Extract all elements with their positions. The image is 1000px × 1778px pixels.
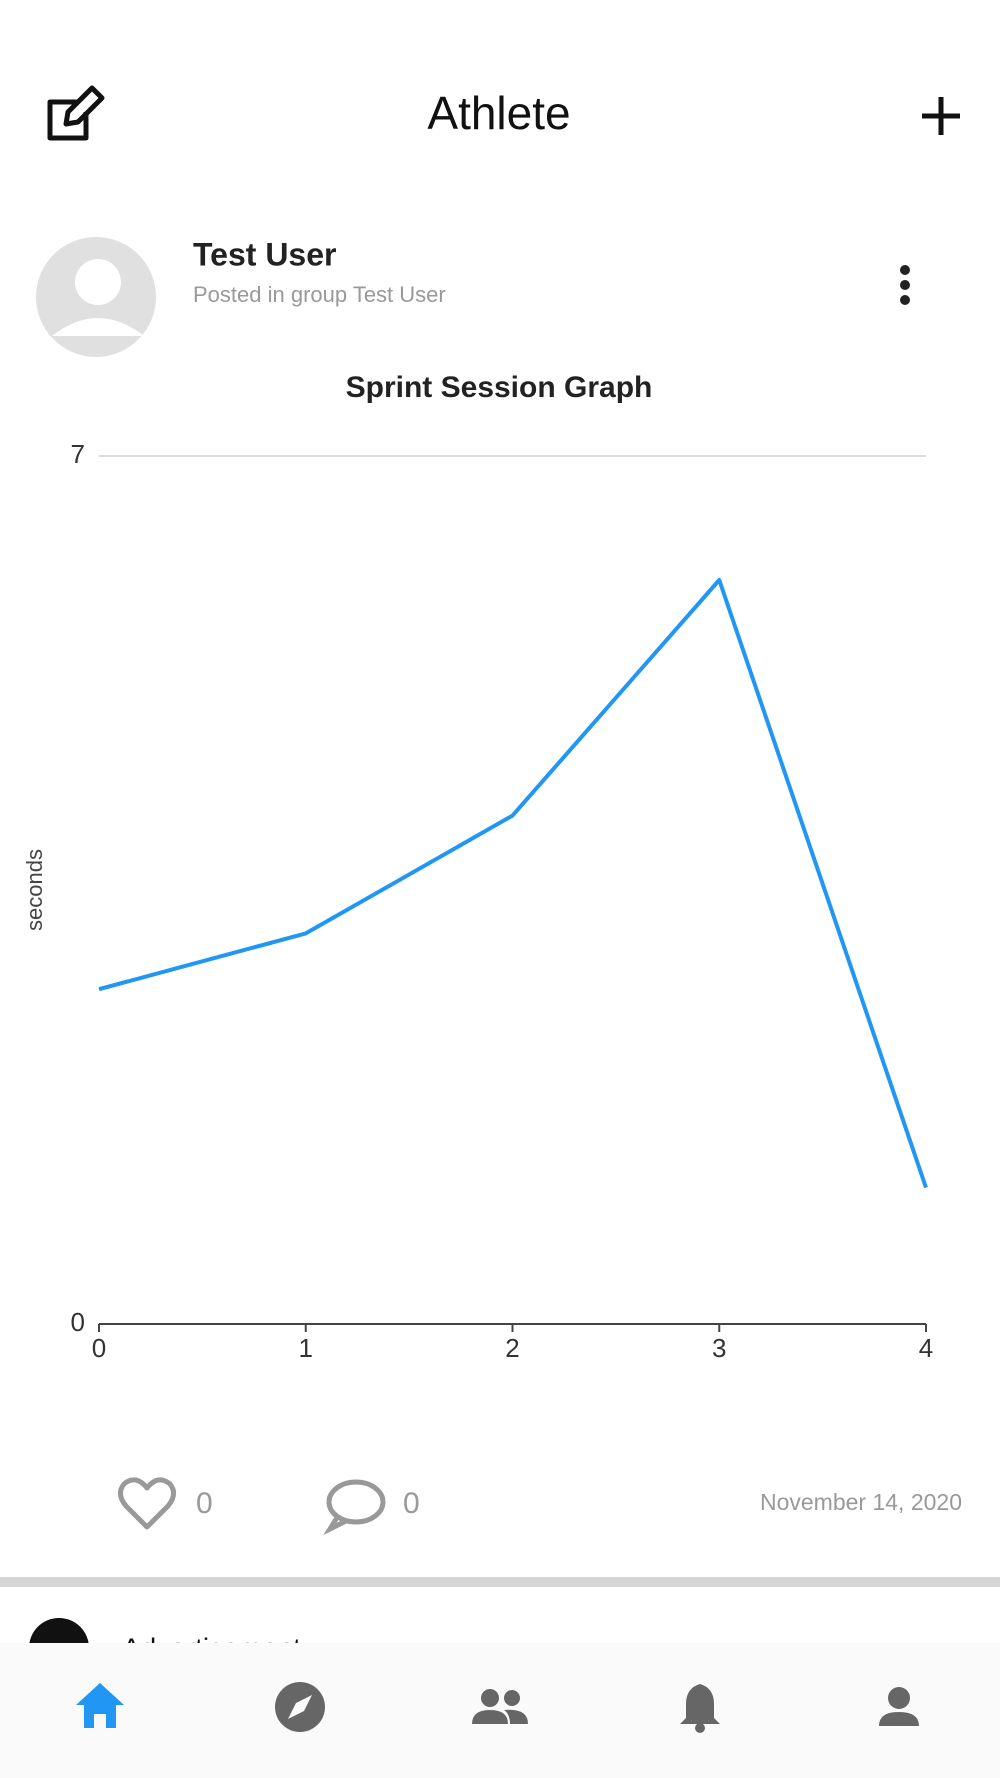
- page-title: Athlete: [427, 87, 570, 139]
- x-tick-label: 0: [92, 1333, 106, 1363]
- edit-button[interactable]: [47, 85, 105, 141]
- x-tick-label: 3: [712, 1333, 726, 1363]
- divider: [0, 1577, 1000, 1587]
- chart: Sprint Session Graph seconds 0 7 0 1 2 3 4: [22, 371, 933, 1363]
- nav-home[interactable]: [76, 1683, 124, 1728]
- comment-count: 0: [403, 1487, 420, 1520]
- like-button[interactable]: [118, 1477, 176, 1530]
- more-button[interactable]: [900, 265, 910, 305]
- nav-explore[interactable]: [275, 1682, 325, 1732]
- comment-button[interactable]: [323, 1479, 386, 1536]
- like-count: 0: [196, 1487, 213, 1520]
- y-tick-label: 0: [71, 1307, 85, 1337]
- chart-title: Sprint Session Graph: [346, 371, 653, 404]
- group-line: Posted in group Test User: [193, 282, 446, 307]
- add-button[interactable]: [922, 97, 960, 135]
- avatar: [36, 237, 156, 357]
- nav-notifications[interactable]: [680, 1684, 720, 1733]
- data-line: [98, 578, 928, 1189]
- x-tick-label: 2: [505, 1333, 519, 1363]
- y-axis-label: seconds: [22, 849, 47, 931]
- nav-profile[interactable]: [879, 1687, 919, 1726]
- author-name[interactable]: Test User: [193, 236, 336, 272]
- x-tick-label: 1: [299, 1333, 313, 1363]
- bottom-nav: [0, 1643, 1000, 1778]
- nav-groups[interactable]: [472, 1689, 528, 1724]
- post-date: November 14, 2020: [760, 1489, 962, 1515]
- y-tick-label: 7: [71, 439, 85, 469]
- x-tick-label: 4: [919, 1333, 933, 1363]
